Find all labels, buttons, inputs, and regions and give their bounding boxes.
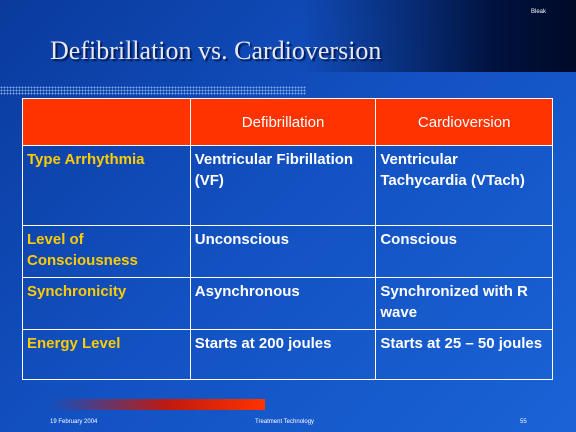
row: Synchronicity Asynchronous Synchronized …	[22, 277, 553, 330]
cell: Ventricular Fibrillation (VF)	[189, 145, 377, 226]
row-label: Synchronicity	[22, 277, 191, 330]
header-row: Defibrillation Cardioversion	[22, 97, 553, 147]
cell: Synchronized with R wave	[375, 277, 553, 330]
row-label: Level of Consciousness	[22, 224, 191, 279]
header-cell: Cardioversion	[375, 97, 553, 147]
row: Level of Consciousness Unconscious Consc…	[22, 224, 553, 279]
footer-topic: Treatment Technology	[255, 419, 315, 425]
comparison-table: Defibrillation Cardioversion Type Arrhyt…	[22, 97, 553, 381]
top-band	[300, 0, 576, 72]
corner-label: Bleak	[530, 9, 546, 15]
footer-page: 55	[520, 419, 527, 425]
cell: Unconscious	[189, 224, 377, 279]
footer-date: 19 February 2004	[50, 419, 98, 425]
row: Energy Level Starts at 200 joules Starts…	[22, 328, 553, 381]
cell: Asynchronous	[189, 277, 377, 330]
cell: Starts at 200 joules	[189, 328, 377, 381]
dotted-bar	[0, 86, 306, 95]
cell: Ventricular Tachycardia (VTach)	[375, 145, 553, 226]
cell: Conscious	[375, 224, 553, 279]
row-label: Energy Level	[22, 328, 191, 381]
slide-title: Defibrillation vs. Cardioversion	[50, 36, 382, 65]
header-cell: Defibrillation	[189, 97, 377, 147]
footer-bar	[50, 399, 265, 410]
cell: Starts at 25 – 50 joules	[375, 328, 553, 381]
row: Type Arrhythmia Ventricular Fibrillation…	[22, 145, 553, 226]
row-label: Type Arrhythmia	[22, 145, 191, 226]
header-cell	[22, 97, 191, 147]
